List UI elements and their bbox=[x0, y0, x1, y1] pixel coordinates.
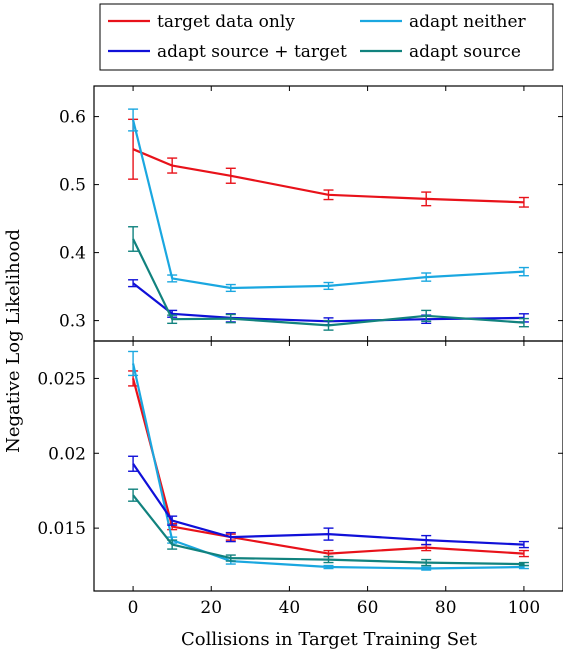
error-bar-source_target-bottom bbox=[421, 534, 432, 546]
plot-frame-bottom bbox=[93, 340, 563, 592]
y-tick-label-bottom: 0.02 bbox=[48, 444, 86, 464]
legend-entry-adapt-source-target: adapt source + target bbox=[108, 42, 347, 62]
y-tick-label-bottom: 0.015 bbox=[37, 519, 86, 539]
x-tick-label: 40 bbox=[279, 598, 301, 618]
error-bar-source-bottom bbox=[518, 561, 529, 567]
error-bar-source-bottom bbox=[225, 554, 236, 562]
y-axis-title: Negative Log Likelihood bbox=[3, 229, 24, 453]
error-bar-neither-top bbox=[225, 283, 236, 293]
error-bar-target-top bbox=[323, 189, 334, 201]
error-bar-source-top bbox=[421, 309, 432, 322]
error-bar-source_target-bottom bbox=[167, 515, 178, 526]
error-bar-source_target-top bbox=[128, 279, 139, 288]
x-tick-label: 60 bbox=[357, 598, 379, 618]
error-bar-source-bottom bbox=[421, 558, 432, 567]
y-tick-label-top: 0.6 bbox=[59, 108, 86, 128]
error-bar-source_target-bottom bbox=[518, 540, 529, 549]
error-bar-source_target-bottom bbox=[225, 531, 236, 543]
panel-top: 0.3 0.4 0.5 0.6 bbox=[59, 85, 563, 342]
error-bar-source_target-bottom bbox=[323, 527, 334, 541]
y-tick-label-top: 0.3 bbox=[59, 312, 86, 332]
error-bar-target-top bbox=[225, 167, 236, 184]
x-tick-label: 20 bbox=[200, 598, 222, 618]
error-bar-neither-bottom bbox=[421, 566, 432, 571]
error-bar-source_target-bottom bbox=[128, 455, 139, 472]
error-bar-target-bottom bbox=[518, 549, 529, 558]
error-bar-target-top bbox=[421, 191, 432, 207]
error-bar-neither-bottom bbox=[128, 350, 139, 377]
legend-label-adapt-source: adapt source bbox=[409, 42, 521, 62]
legend-entry-target-data-only: target data only bbox=[108, 12, 295, 32]
error-bar-source-bottom bbox=[167, 539, 178, 550]
series-line-source_target-top bbox=[132, 282, 524, 323]
error-bar-neither-top bbox=[167, 274, 178, 283]
y-tick-label-bottom: 0.025 bbox=[37, 369, 86, 389]
x-axis-title: Collisions in Target Training Set bbox=[181, 629, 478, 650]
error-bar-source-top bbox=[128, 226, 139, 252]
y-tick-label-top: 0.5 bbox=[59, 176, 86, 196]
error-bar-neither-top bbox=[128, 108, 139, 132]
error-bar-neither-top bbox=[518, 266, 529, 277]
error-bar-source-top bbox=[225, 313, 236, 324]
series-line-source_target-bottom bbox=[132, 463, 524, 546]
panel-bottom: 0.015 0.02 0.025 0 20 40 60 80 100 bbox=[37, 340, 563, 618]
error-bar-source-top bbox=[323, 319, 334, 331]
series-line-neither-top bbox=[132, 119, 524, 290]
error-bar-source-top bbox=[167, 314, 178, 325]
error-bar-source-bottom bbox=[323, 555, 334, 564]
series-line-source-top bbox=[132, 238, 524, 327]
error-bar-target-top bbox=[167, 157, 178, 174]
series-line-target-bottom bbox=[132, 378, 524, 555]
legend-label-adapt-source-target: adapt source + target bbox=[157, 42, 347, 62]
legend-entry-adapt-source: adapt source bbox=[360, 42, 521, 62]
x-tick-label: 100 bbox=[508, 598, 540, 618]
error-bar-neither-top bbox=[421, 272, 432, 282]
series-line-source-bottom bbox=[132, 494, 524, 566]
series-line-target-top bbox=[132, 148, 524, 204]
error-bar-neither-bottom bbox=[323, 564, 334, 570]
x-tick-label: 80 bbox=[435, 598, 457, 618]
legend-label-adapt-neither: adapt neither bbox=[409, 12, 527, 32]
y-tick-label-top: 0.4 bbox=[59, 244, 86, 264]
legend-entry-adapt-neither: adapt neither bbox=[360, 12, 527, 32]
legend-label-target-data-only: target data only bbox=[157, 12, 295, 32]
error-bar-target-top bbox=[518, 196, 529, 208]
error-bar-source-bottom bbox=[128, 488, 139, 502]
legend: target data only adapt neither adapt sou… bbox=[99, 3, 554, 71]
x-tick-label: 0 bbox=[128, 598, 139, 618]
error-bar-source-top bbox=[518, 317, 529, 328]
error-bar-neither-top bbox=[323, 281, 334, 291]
legend-box bbox=[99, 3, 554, 71]
